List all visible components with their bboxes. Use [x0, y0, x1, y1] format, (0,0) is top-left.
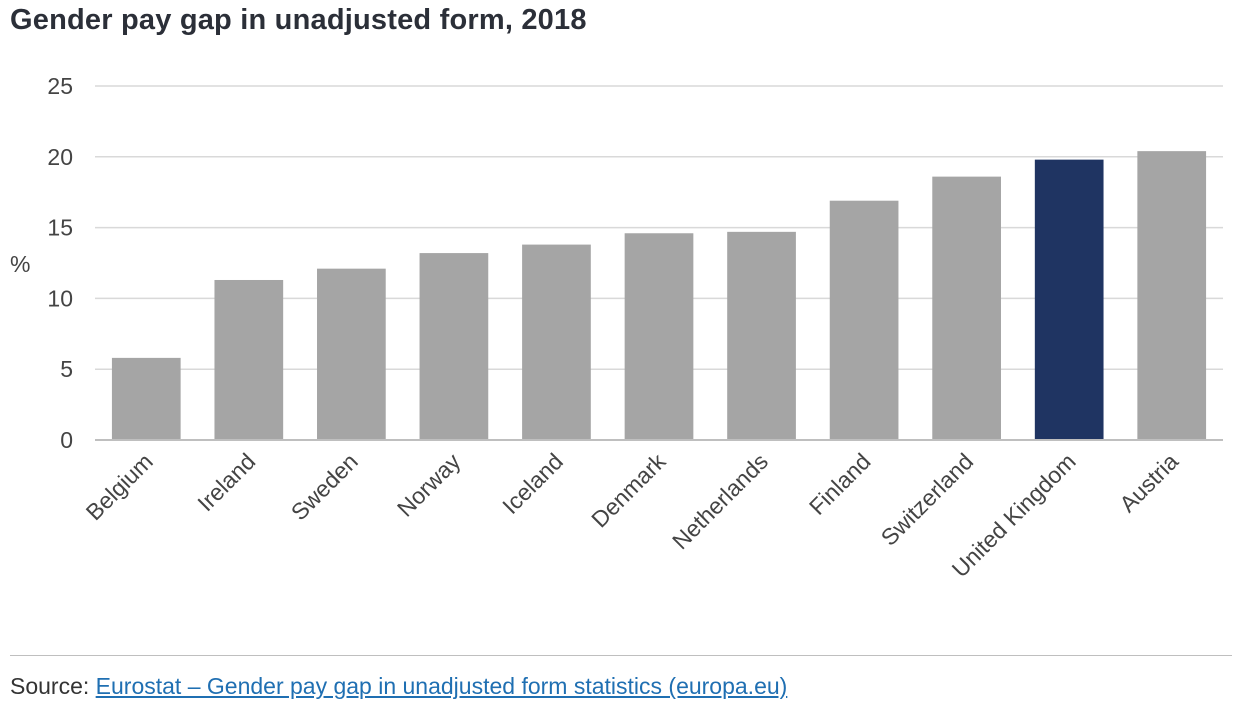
y-tick-label: 15: [47, 215, 73, 241]
footer-divider: [10, 655, 1232, 656]
bar-denmark: [624, 233, 694, 440]
y-tick-label: 25: [47, 73, 73, 99]
bar-chart: 0 5 10 15 20 25% Belgium Ireland Sweden Norway Ice…: [10, 73, 1223, 582]
bar-norway: [419, 253, 489, 440]
source-link[interactable]: Eurostat – Gender pay gap in unadjusted …: [95, 673, 788, 699]
bar-ireland: [214, 279, 284, 440]
source-prefix: Source:: [10, 673, 96, 699]
x-tick-label: Sweden: [286, 448, 363, 525]
bar-iceland: [522, 244, 591, 440]
bar-finland: [829, 200, 899, 440]
x-tick-label: Iceland: [497, 448, 568, 519]
y-tick-label: 20: [47, 144, 73, 170]
bar-switzerland: [932, 176, 1001, 440]
y-tick-label: 0: [60, 427, 73, 453]
bar-sweden: [317, 268, 386, 440]
x-tick-label: Netherlands: [667, 448, 773, 554]
x-tick-label: Denmark: [586, 448, 671, 533]
y-tick-label: 5: [60, 356, 73, 382]
x-tick-label: Finland: [804, 448, 876, 520]
bar-netherlands: [727, 231, 796, 440]
x-tick-label: Ireland: [192, 448, 260, 516]
y-axis-label: %: [10, 251, 30, 277]
bar-austria: [1137, 151, 1207, 441]
bar-united-kingdom: [1034, 159, 1104, 440]
x-tick-label: Austria: [1114, 448, 1183, 517]
x-tick-label: Switzerland: [876, 448, 978, 550]
x-tick-label: Belgium: [81, 448, 158, 525]
x-tick-label: Norway: [392, 448, 466, 522]
source-line: Source: Eurostat – Gender pay gap in una…: [10, 673, 787, 700]
y-tick-label: 10: [47, 285, 73, 311]
bar-belgium: [111, 357, 181, 440]
chart-title: Gender pay gap in unadjusted form, 2018: [10, 4, 587, 36]
